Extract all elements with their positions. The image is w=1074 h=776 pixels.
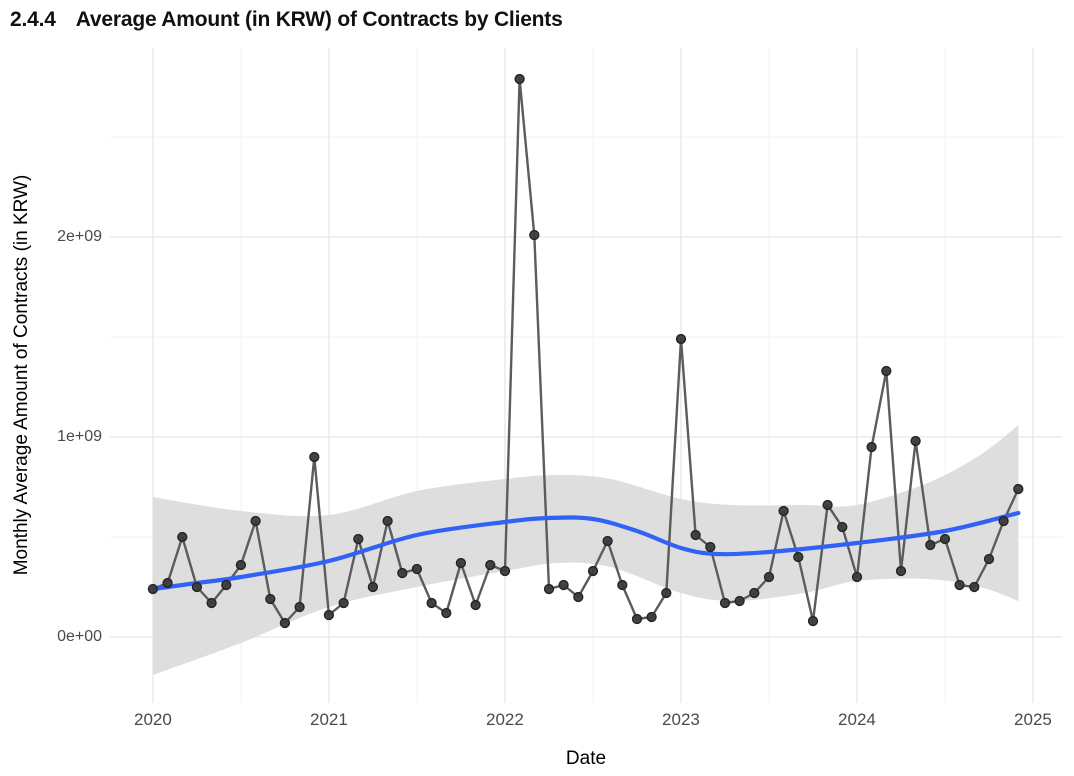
data-point <box>162 577 173 589</box>
x-axis-title: Date <box>565 748 607 769</box>
data-point <box>485 559 496 571</box>
y-tick-label: 1e+09 <box>57 428 102 445</box>
data-point <box>983 553 995 565</box>
data-point <box>646 611 657 623</box>
data-point <box>851 571 863 583</box>
y-axis-title: Monthly Average Amount of Contracts (in … <box>11 174 32 576</box>
data-point <box>250 515 261 527</box>
x-tick-label: 2020 <box>134 710 172 729</box>
data-point <box>895 565 907 577</box>
data-points <box>147 73 1024 629</box>
data-point <box>661 587 672 599</box>
data-point <box>177 531 188 543</box>
x-tick-label: 2024 <box>838 710 876 729</box>
y-tick-label: 0e+00 <box>57 628 102 645</box>
x-tick-label: 2022 <box>486 710 524 729</box>
y-tick-label: 2e+09 <box>57 228 102 245</box>
data-point <box>954 579 965 591</box>
data-point <box>529 229 540 241</box>
data-point <box>558 579 569 591</box>
data-point <box>191 581 203 593</box>
x-tick-label: 2023 <box>662 710 700 729</box>
data-point <box>617 579 628 591</box>
data-point <box>353 533 364 545</box>
data-point <box>279 617 291 629</box>
data-point <box>631 613 643 625</box>
data-point <box>793 551 804 563</box>
data-point <box>939 533 951 545</box>
data-point <box>543 583 555 595</box>
data-point <box>499 565 511 577</box>
section-heading: 2.4.4 Average Amount (in KRW) of Contract… <box>10 8 563 32</box>
data-point <box>910 435 921 447</box>
confidence-band <box>152 425 1019 675</box>
data-point <box>778 505 789 517</box>
x-tick-label: 2025 <box>1014 710 1052 729</box>
data-point <box>294 601 305 613</box>
data-point <box>426 597 437 609</box>
data-point <box>441 607 452 619</box>
data-point <box>925 539 936 551</box>
data-point <box>323 609 335 621</box>
data-point <box>235 559 247 571</box>
data-point <box>705 541 716 553</box>
data-point <box>675 333 687 345</box>
data-point <box>338 597 349 609</box>
section-number: 2.4.4 <box>10 8 56 31</box>
data-point <box>470 599 481 611</box>
data-point <box>455 557 467 569</box>
data-point <box>602 535 613 547</box>
data-point <box>763 571 775 583</box>
loess-smooth-line <box>150 510 1021 592</box>
data-point <box>1013 483 1024 495</box>
data-point <box>514 73 525 85</box>
data-point <box>309 451 320 463</box>
data-point <box>587 565 599 577</box>
data-point <box>734 595 745 607</box>
data-point <box>573 591 584 603</box>
data-point <box>881 365 892 377</box>
data-point <box>969 581 980 593</box>
data-point <box>147 583 159 595</box>
data-point <box>822 499 833 511</box>
data-point <box>367 581 379 593</box>
data-point <box>382 515 393 527</box>
data-point <box>221 579 232 591</box>
data-point <box>690 529 701 541</box>
data-point <box>837 521 848 533</box>
data-point <box>206 597 217 609</box>
data-point <box>807 615 819 627</box>
data-point <box>998 515 1009 527</box>
data-point <box>265 593 276 605</box>
data-point <box>719 597 731 609</box>
data-point <box>749 587 760 599</box>
data-point <box>866 441 877 453</box>
data-point <box>397 567 408 579</box>
data-point <box>411 563 423 575</box>
section-title-text: Average Amount (in KRW) of Contracts by … <box>75 8 563 31</box>
x-tick-label: 2021 <box>310 710 348 729</box>
